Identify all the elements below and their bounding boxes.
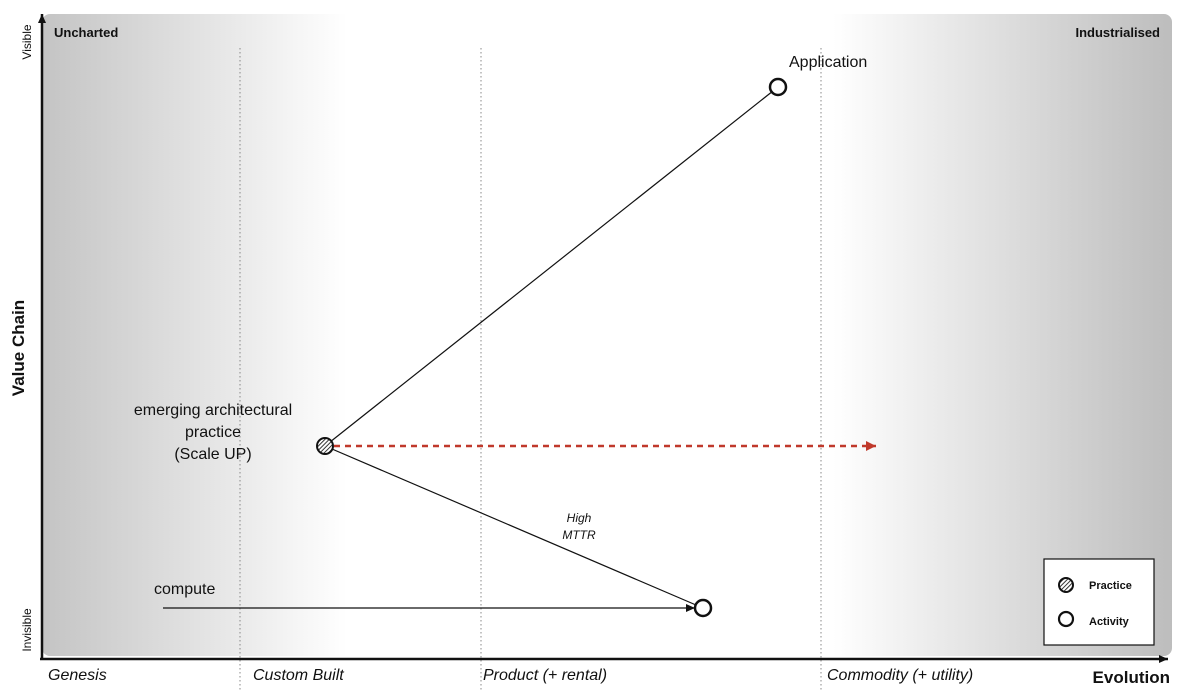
legend-box bbox=[1043, 558, 1155, 646]
y-axis-bottom-label: Invisible bbox=[20, 608, 34, 652]
link-practice-application bbox=[324, 86, 779, 447]
practice-label-line-3: (Scale UP) bbox=[174, 446, 251, 463]
compute-node[interactable] bbox=[693, 598, 713, 618]
legend: Practice Activity bbox=[1043, 558, 1155, 646]
link-practice-compute bbox=[324, 445, 704, 609]
x-axis-title: Evolution bbox=[1093, 668, 1170, 687]
legend-activity-label: Activity bbox=[1089, 616, 1130, 628]
y-axis-title: Value Chain bbox=[9, 300, 28, 396]
stage-label-custom-built: Custom Built bbox=[253, 667, 344, 684]
application-label: Application bbox=[789, 54, 867, 71]
annotation-line-2: MTTR bbox=[562, 528, 596, 542]
application-node[interactable] bbox=[768, 77, 788, 97]
stage-label-product: Product (+ rental) bbox=[483, 667, 607, 684]
annotation-line-1: High bbox=[567, 511, 592, 525]
map-background bbox=[42, 14, 1172, 656]
corner-label-uncharted: Uncharted bbox=[54, 25, 118, 40]
legend-practice-icon bbox=[1058, 577, 1074, 593]
legend-activity-icon bbox=[1057, 610, 1075, 628]
practice-label-line-2: practice bbox=[185, 424, 241, 441]
legend-practice-label: Practice bbox=[1089, 580, 1132, 592]
practice-label-line-1: emerging architectural bbox=[134, 402, 292, 419]
stage-label-genesis: Genesis bbox=[48, 667, 107, 684]
stage-label-commodity: Commodity (+ utility) bbox=[827, 667, 973, 684]
corner-label-industrialised: Industrialised bbox=[1075, 25, 1160, 40]
practice-node[interactable] bbox=[316, 437, 334, 455]
y-axis-top-label: Visible bbox=[20, 24, 34, 59]
compute-label: compute bbox=[154, 581, 215, 598]
